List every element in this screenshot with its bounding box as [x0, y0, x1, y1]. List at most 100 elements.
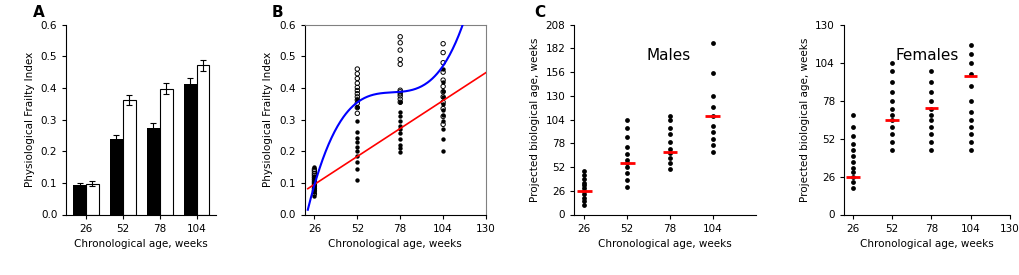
- Point: [434, 122, 450, 127]
- Point: [661, 126, 678, 130]
- Point: [306, 178, 322, 182]
- Point: [844, 174, 860, 179]
- Point: [348, 92, 365, 96]
- Point: [391, 131, 408, 135]
- Point: [434, 136, 450, 141]
- Point: [434, 101, 450, 106]
- Point: [619, 135, 635, 139]
- Y-axis label: Projected biological age, weeks: Projected biological age, weeks: [799, 37, 809, 202]
- Point: [619, 170, 635, 175]
- Point: [391, 35, 408, 39]
- Point: [661, 151, 678, 156]
- Point: [391, 150, 408, 154]
- Point: [434, 90, 450, 94]
- Point: [348, 101, 365, 105]
- Point: [348, 160, 365, 164]
- Point: [883, 148, 900, 152]
- Point: [348, 111, 365, 116]
- Point: [348, 81, 365, 86]
- Point: [306, 169, 322, 173]
- Point: [306, 167, 322, 172]
- Point: [661, 147, 678, 151]
- Point: [619, 185, 635, 189]
- Point: [962, 110, 978, 114]
- Point: [922, 69, 938, 74]
- Point: [434, 50, 450, 55]
- Point: [306, 183, 322, 188]
- Point: [576, 192, 592, 197]
- Point: [576, 196, 592, 200]
- Point: [922, 117, 938, 122]
- Point: [619, 145, 635, 149]
- Point: [576, 183, 592, 188]
- Point: [306, 180, 322, 184]
- Point: [576, 186, 592, 190]
- Point: [962, 148, 978, 152]
- Text: Males: Males: [646, 48, 690, 62]
- Point: [348, 88, 365, 93]
- Point: [619, 117, 635, 122]
- Point: [883, 60, 900, 65]
- Point: [306, 185, 322, 189]
- Point: [704, 94, 720, 98]
- Point: [962, 43, 978, 47]
- Point: [306, 182, 322, 186]
- Point: [348, 119, 365, 123]
- Point: [619, 178, 635, 182]
- Point: [922, 125, 938, 129]
- Point: [962, 72, 978, 76]
- Point: [844, 133, 860, 138]
- Point: [434, 100, 450, 104]
- Point: [434, 95, 450, 100]
- Point: [883, 107, 900, 112]
- Point: [576, 177, 592, 181]
- Point: [434, 67, 450, 71]
- Point: [391, 48, 408, 52]
- Point: [922, 139, 938, 144]
- Point: [576, 169, 592, 173]
- Point: [391, 92, 408, 96]
- Point: [962, 60, 978, 65]
- Point: [844, 180, 860, 185]
- Point: [306, 175, 322, 180]
- Point: [306, 182, 322, 186]
- Point: [391, 109, 408, 114]
- Point: [661, 161, 678, 166]
- Point: [844, 148, 860, 152]
- Y-axis label: Physiological Frailty Index: Physiological Frailty Index: [25, 52, 36, 187]
- Point: [883, 90, 900, 94]
- Point: [922, 98, 938, 103]
- Point: [434, 113, 450, 117]
- Point: [348, 178, 365, 183]
- X-axis label: Chronological age, weeks: Chronological age, weeks: [328, 239, 462, 249]
- Bar: [160, 89, 172, 214]
- Point: [348, 140, 365, 145]
- Point: [391, 124, 408, 128]
- Point: [306, 189, 322, 193]
- Point: [348, 72, 365, 76]
- Point: [391, 88, 408, 92]
- Point: [962, 117, 978, 122]
- Point: [391, 94, 408, 98]
- Point: [306, 174, 322, 178]
- Point: [962, 84, 978, 88]
- Point: [391, 97, 408, 101]
- Point: [883, 113, 900, 117]
- Point: [434, 119, 450, 123]
- Point: [391, 57, 408, 62]
- Point: [661, 132, 678, 136]
- X-axis label: Chronological age, weeks: Chronological age, weeks: [597, 239, 732, 249]
- Point: [306, 192, 322, 196]
- Point: [391, 127, 408, 131]
- Point: [704, 137, 720, 141]
- Point: [434, 42, 450, 46]
- Point: [306, 173, 322, 177]
- Point: [576, 203, 592, 208]
- Point: [434, 79, 450, 84]
- Point: [348, 76, 365, 81]
- Point: [883, 79, 900, 84]
- Point: [306, 171, 322, 176]
- Text: A: A: [34, 5, 45, 20]
- Point: [434, 108, 450, 112]
- Point: [391, 119, 408, 123]
